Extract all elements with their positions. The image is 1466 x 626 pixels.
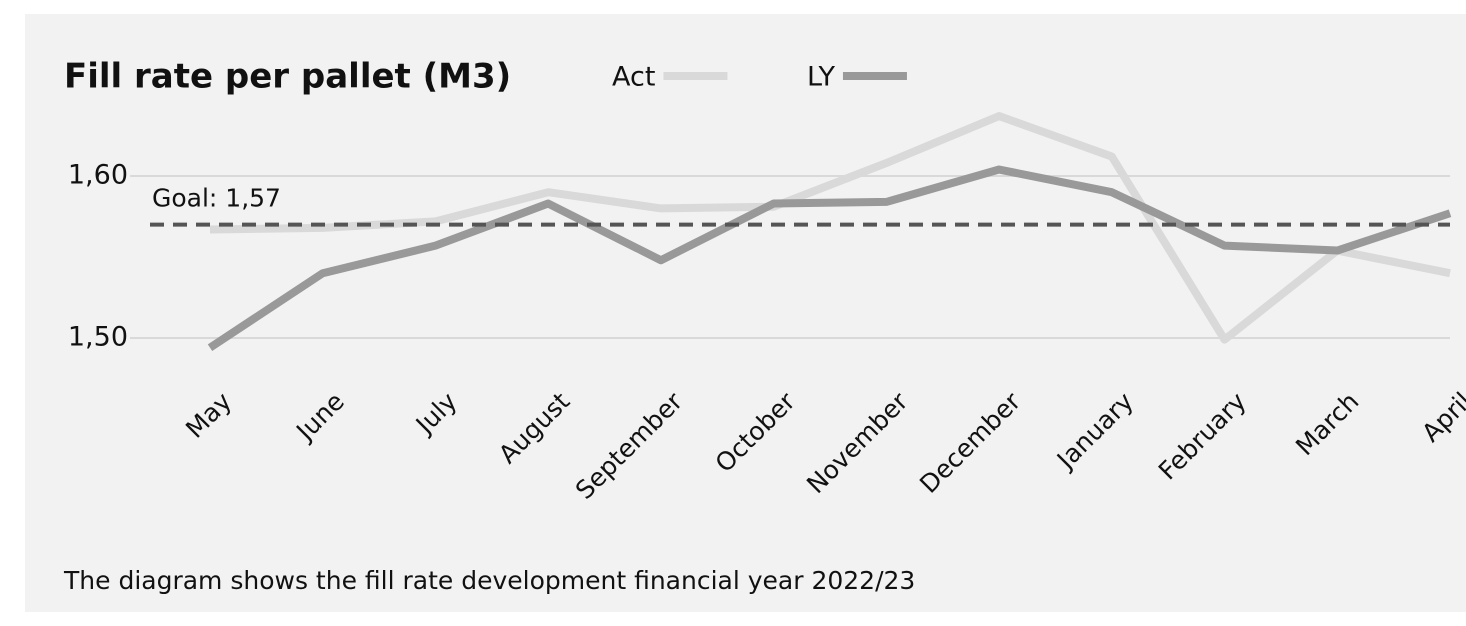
y-tick-label: 1,50 <box>68 322 128 353</box>
line-series <box>207 165 1452 352</box>
chart-background <box>25 14 1466 612</box>
chart-subtitle: The diagram shows the fill rate developm… <box>63 566 915 595</box>
chart-title: Fill rate per pallet (M3) <box>64 57 511 97</box>
goal-label: Goal: 1,57 <box>152 184 281 213</box>
legend-label: LY <box>807 62 835 93</box>
legend-label: Act <box>612 62 655 93</box>
y-tick-label: 1,60 <box>68 160 128 191</box>
line-series <box>209 112 1451 344</box>
